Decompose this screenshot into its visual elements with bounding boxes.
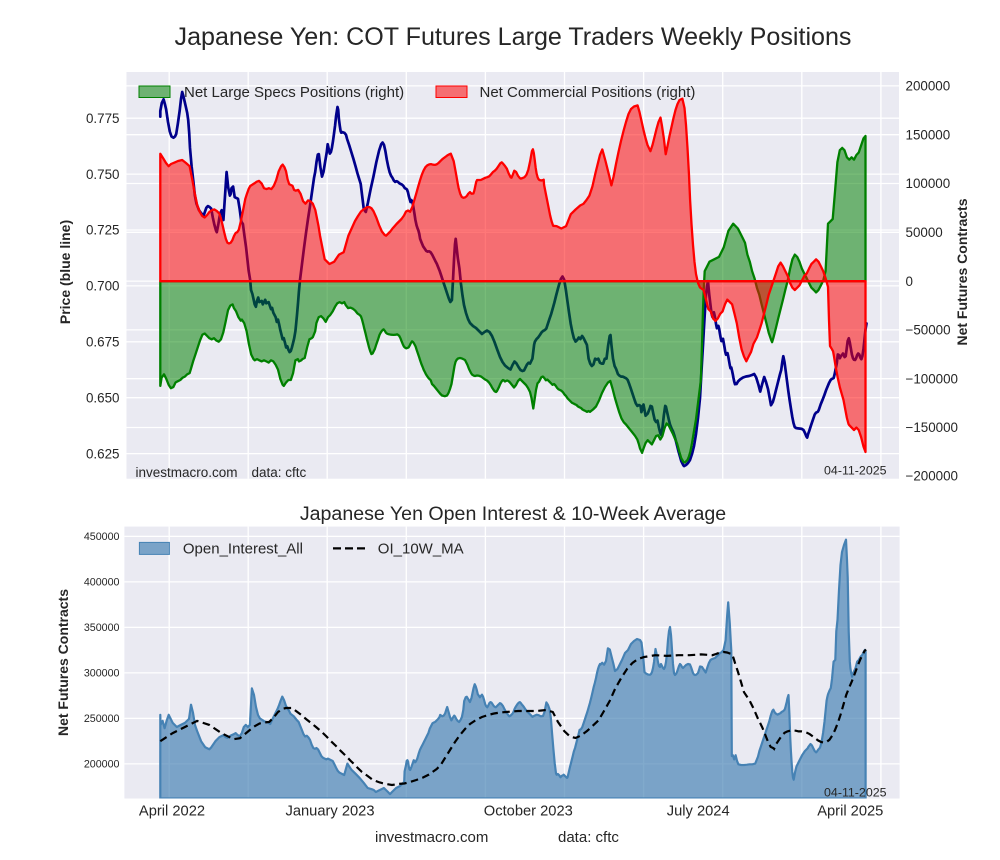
svg-text:Japanese Yen: COT Futures Larg: Japanese Yen: COT Futures Large Traders … [175,23,852,51]
svg-text:350000: 350000 [84,622,120,634]
svg-text:0.675: 0.675 [86,335,120,350]
svg-text:200000: 200000 [84,759,120,771]
svg-text:Open_Interest_All: Open_Interest_All [183,541,303,558]
svg-text:04-11-2025: 04-11-2025 [824,786,887,800]
svg-text:150000: 150000 [906,127,951,142]
svg-text:250000: 250000 [84,713,120,725]
svg-text:200000: 200000 [906,79,951,94]
svg-text:October 2023: October 2023 [484,804,573,820]
svg-text:0.625: 0.625 [86,446,120,461]
svg-text:0.725: 0.725 [86,223,120,238]
svg-text:July 2024: July 2024 [667,804,730,820]
svg-text:investmacro.com: investmacro.com [136,465,238,480]
svg-text:300000: 300000 [84,668,120,680]
svg-text:0.750: 0.750 [86,167,120,182]
svg-text:Net Commercial Positions (righ: Net Commercial Positions (right) [480,84,696,101]
svg-text:−50000: −50000 [906,323,951,338]
svg-text:OI_10W_MA: OI_10W_MA [378,541,464,558]
svg-text:0.700: 0.700 [86,279,120,294]
svg-text:400000: 400000 [84,577,120,589]
svg-text:April 2022: April 2022 [139,804,205,820]
svg-text:100000: 100000 [906,176,951,191]
svg-text:Net Large Specs Positions (rig: Net Large Specs Positions (right) [184,84,404,101]
svg-text:450000: 450000 [84,531,120,543]
svg-text:04-11-2025: 04-11-2025 [824,464,887,478]
svg-text:Net Futures Contracts: Net Futures Contracts [55,589,71,736]
svg-text:January 2023: January 2023 [285,804,374,820]
svg-text:0: 0 [906,274,913,289]
svg-text:−100000: −100000 [906,371,959,386]
svg-text:investmacro.com: investmacro.com [375,829,488,846]
svg-text:−200000: −200000 [906,468,959,483]
svg-text:April 2025: April 2025 [817,804,883,820]
svg-text:0.650: 0.650 [86,390,120,405]
svg-text:Net Futures Contracts: Net Futures Contracts [954,198,970,345]
svg-text:−150000: −150000 [906,420,959,435]
svg-text:data: cftc: data: cftc [558,829,619,846]
svg-text:Japanese Yen Open Interest & 1: Japanese Yen Open Interest & 10-Week Ave… [300,503,726,525]
svg-text:data: cftc: data: cftc [252,465,307,480]
svg-text:Price (blue line): Price (blue line) [57,220,73,324]
svg-text:0.775: 0.775 [86,111,120,126]
svg-text:50000: 50000 [906,225,943,240]
